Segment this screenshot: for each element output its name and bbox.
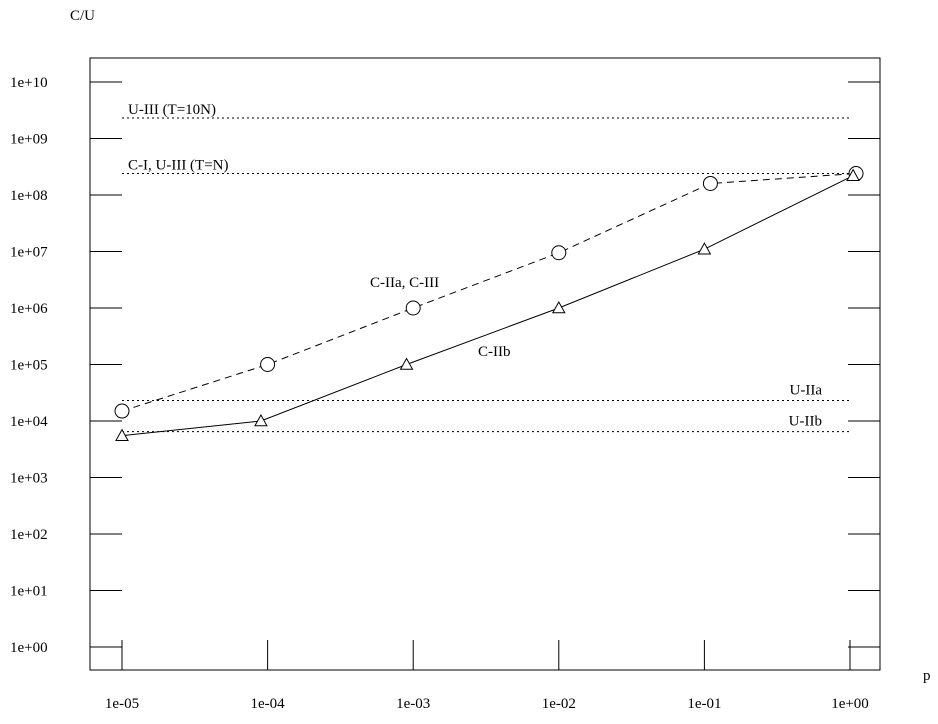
y-tick-label: 1e+09 [10, 132, 48, 148]
y-tick-label: 1e+00 [10, 640, 48, 656]
data-point-triangle [254, 413, 268, 427]
series-group: C-IIa, C-III C-IIb [114, 166, 864, 441]
reference-line-label: U-IIb [789, 414, 822, 430]
data-point-triangle [846, 168, 860, 181]
reference-lines-group: U-III (T=10N) C-I, U-III (T=N) U-IIa U-IIb [122, 102, 850, 433]
y-tick-label: 1e+05 [10, 358, 48, 374]
data-point-triangle [551, 300, 566, 314]
labels-group: C/U p [70, 8, 931, 684]
reference-line-label: C-I, U-III (T=N) [128, 158, 229, 174]
data-point-circle [114, 403, 130, 419]
data-point-triangle [115, 428, 129, 441]
x-tick-label: 1e+00 [831, 696, 869, 712]
reference-line-label: U-IIa [790, 383, 823, 399]
y-tick-label: 1e+06 [10, 301, 48, 317]
y-tick-label: 1e+01 [10, 584, 48, 600]
axes-frame [89, 57, 881, 671]
data-point-circle [551, 245, 567, 261]
data-point-circle [260, 357, 276, 372]
plot-frame [89, 57, 881, 671]
data-point-circle [702, 175, 718, 191]
y-axis-label: C/U [70, 8, 95, 24]
reference-line-label: U-III (T=10N) [128, 102, 216, 118]
y-tick-label: 1e+07 [10, 245, 48, 261]
x-tick-label: 1e-01 [687, 696, 721, 712]
x-tick-label: 1e-02 [542, 696, 576, 712]
x-axis-label: p [923, 668, 931, 684]
series-line [121, 175, 854, 437]
y-tick-label: 1e+03 [10, 471, 48, 487]
data-point-triangle [399, 357, 414, 370]
y-tick-label: 1e+10 [10, 75, 48, 91]
series-line [121, 173, 857, 412]
ticks-group: 1e+00 1e+01 1e+02 1e+03 1e+04 1e+05 1e+06 1e+07… [10, 75, 880, 712]
y-tick-label: 1e+04 [10, 414, 48, 430]
data-point-circle [405, 300, 421, 316]
y-tick-label: 1e+08 [10, 188, 48, 204]
y-tick-label: 1e+02 [10, 527, 48, 543]
data-point-triangle [697, 242, 712, 255]
series-label: C-IIb [478, 344, 511, 360]
series-label: C-IIa, C-III [370, 275, 439, 291]
x-tick-label: 1e-05 [105, 696, 139, 712]
x-tick-label: 1e-03 [396, 696, 430, 712]
x-tick-label: 1e-04 [251, 696, 286, 712]
